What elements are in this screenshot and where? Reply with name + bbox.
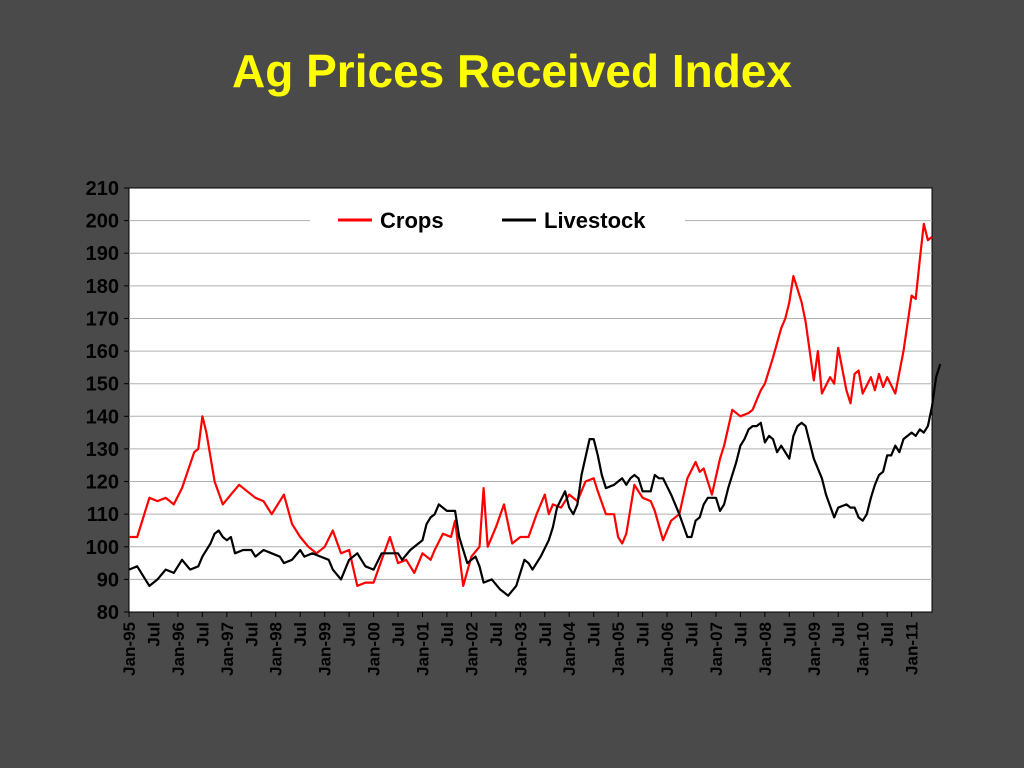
x-tick-label: Jan-09 (805, 622, 824, 676)
y-tick-label: 170 (86, 308, 119, 330)
y-tick-label: 120 (86, 472, 119, 494)
x-tick-label: Jan-98 (267, 622, 286, 676)
legend: Crops Livestock (310, 202, 685, 240)
legend-background (310, 202, 685, 240)
y-tick-label: 210 (86, 178, 119, 200)
x-tick-label: Jul (585, 622, 604, 647)
chart-title: Ag Prices Received Index (232, 45, 792, 97)
x-tick-label: Jan-97 (218, 622, 237, 676)
y-tick-label: 190 (86, 243, 119, 265)
x-axis: Jan-95 Jul Jan-96 Jul Jan-97 Jul Jan-98 Jul Jan-… (120, 612, 922, 676)
x-tick-label: Jan-99 (316, 622, 335, 676)
y-tick-label: 180 (86, 276, 119, 298)
x-tick-label: Jul (242, 622, 261, 647)
y-tick-label: 150 (86, 374, 119, 396)
x-tick-label: Jan-05 (609, 622, 628, 676)
x-tick-label: Jul (291, 622, 310, 647)
y-tick-label: 200 (86, 211, 119, 233)
x-tick-label: Jan-01 (413, 622, 432, 676)
legend-label-livestock: Livestock (544, 208, 646, 233)
series-line-livestock (128, 363, 942, 597)
y-tick-label: 140 (86, 406, 119, 428)
x-tick-label: Jan-08 (756, 622, 775, 676)
x-tick-label: Jul (144, 622, 163, 647)
x-tick-label: Jul (878, 622, 897, 647)
y-tick-label: 90 (97, 569, 119, 591)
x-tick-label: Jan-00 (365, 622, 384, 676)
x-tick-label: Jul (487, 622, 506, 647)
y-tick-label: 110 (87, 504, 119, 526)
x-tick-label: Jul (536, 622, 555, 647)
x-tick-label: Jul (340, 622, 359, 647)
x-tick-label: Jan-03 (511, 622, 530, 676)
y-tick-label: 130 (86, 439, 119, 461)
y-tick-label: 160 (86, 341, 119, 363)
x-tick-label: Jul (731, 622, 750, 647)
series-lines (128, 222, 942, 597)
plot-area (128, 187, 933, 613)
x-tick-label: Jan-02 (462, 622, 481, 676)
series-line-crops (129, 222, 933, 587)
x-tick-label: Jan-06 (658, 622, 677, 676)
x-tick-label: Jul (193, 622, 212, 647)
legend-label-crops: Crops (380, 208, 444, 233)
x-tick-label: Jan-10 (854, 622, 873, 676)
x-tick-label: Jul (829, 622, 848, 647)
y-tick-label: 100 (86, 537, 119, 559)
x-tick-label: Jul (389, 622, 408, 647)
x-tick-label: Jul (438, 622, 457, 647)
gridlines (129, 220, 932, 580)
y-axis: 80 90 100 110 120 130 140 150 160 170 180 190 200 210 (86, 178, 129, 624)
x-tick-label: Jan-11 (903, 622, 922, 675)
y-tick-label: 80 (97, 602, 119, 624)
x-tick-label: Jan-95 (120, 622, 139, 676)
x-tick-label: Jan-07 (707, 622, 726, 676)
x-tick-label: Jul (634, 622, 653, 647)
x-tick-label: Jan-04 (560, 621, 579, 675)
x-tick-label: Jan-96 (169, 622, 188, 676)
x-tick-label: Jul (683, 622, 702, 647)
x-tick-label: Jul (780, 622, 799, 647)
